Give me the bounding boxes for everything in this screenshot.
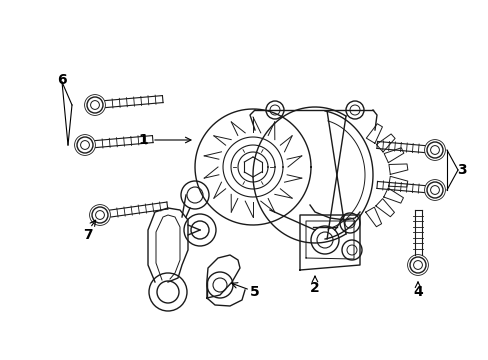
Text: 5: 5 bbox=[250, 285, 259, 299]
Text: 1: 1 bbox=[138, 133, 147, 147]
Text: 7: 7 bbox=[83, 228, 93, 242]
Text: 2: 2 bbox=[309, 281, 319, 295]
Text: 3: 3 bbox=[456, 163, 466, 177]
Text: 4: 4 bbox=[412, 285, 422, 299]
Text: 6: 6 bbox=[57, 73, 67, 87]
